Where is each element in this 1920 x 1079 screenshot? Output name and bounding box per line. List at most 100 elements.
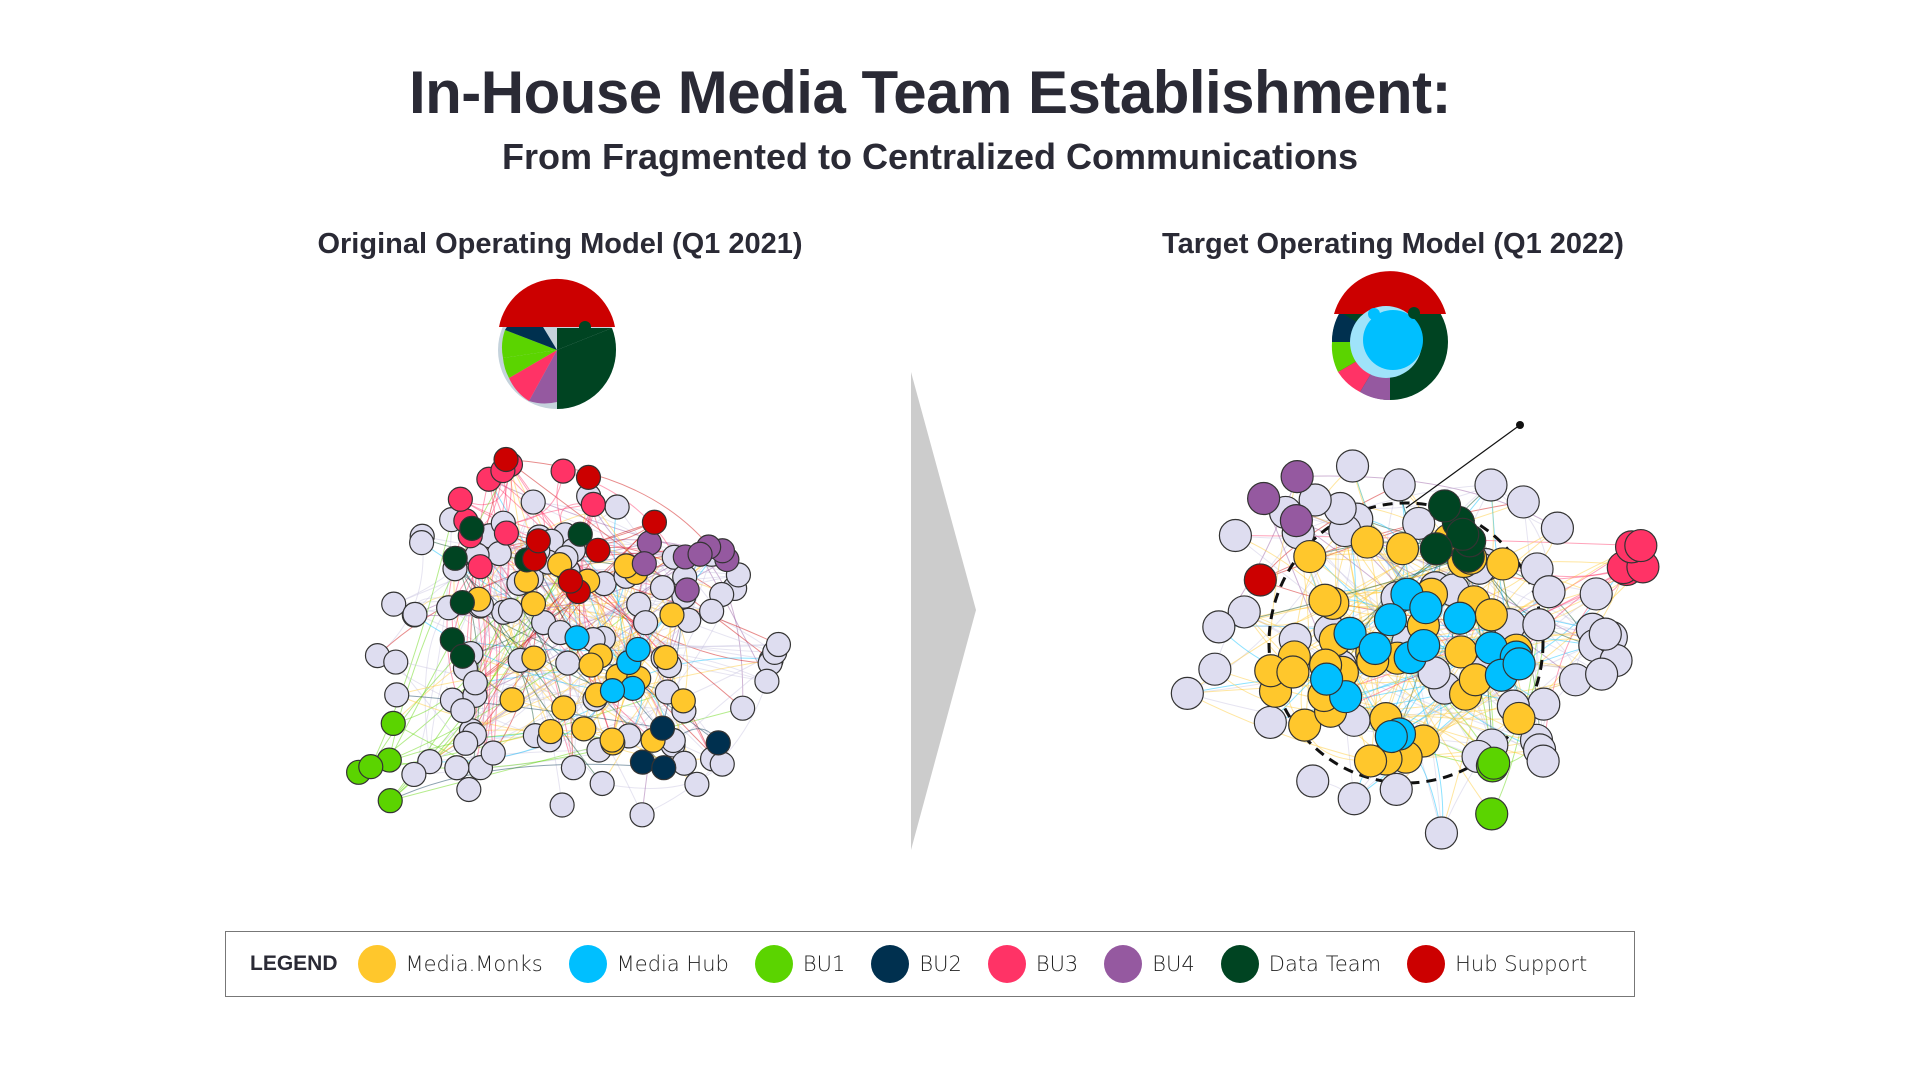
team-member-node — [625, 636, 651, 663]
team-member-node — [521, 645, 547, 671]
team-member-node — [671, 750, 697, 776]
team-member-node — [456, 776, 482, 803]
team-member-node — [1358, 631, 1392, 666]
team-member-node — [1506, 485, 1540, 519]
team-member-node — [550, 458, 576, 484]
team-member-node — [1227, 595, 1261, 629]
transition-arrow — [911, 372, 976, 850]
team-member-node — [1502, 701, 1536, 736]
team-member-node — [449, 643, 476, 669]
team-member-node — [674, 577, 700, 603]
team-member-node — [381, 591, 407, 617]
team-member-node — [709, 751, 735, 777]
team-member-node — [1443, 601, 1477, 635]
connection-edge — [1396, 657, 1493, 815]
legend-item-label: Media.Monks — [405, 952, 543, 976]
team-member-node — [651, 755, 677, 781]
legend-swatch — [1104, 945, 1143, 983]
connection-edge — [569, 581, 574, 768]
team-member-node — [653, 644, 679, 671]
legend-item: BU3 — [987, 945, 1078, 983]
connection-edge — [473, 622, 545, 735]
team-member-node — [1253, 705, 1287, 740]
legend-item-label: Media Hub — [616, 952, 729, 976]
team-member-node — [699, 598, 725, 624]
team-member-node — [1446, 517, 1480, 551]
team-member-node — [580, 491, 606, 517]
team-member-node — [571, 716, 597, 742]
legend: LEGEND Media.Monks Media Hub BU1 BU2 BU3 BU4 D… — [225, 931, 1635, 997]
team-member-node — [555, 650, 581, 676]
connection-edge — [470, 559, 728, 655]
team-member-node — [1353, 744, 1388, 778]
team-member-node — [1308, 583, 1342, 617]
legend-item: Media.Monks — [357, 945, 543, 983]
connection-edge — [390, 763, 664, 802]
connection-edge — [1344, 530, 1442, 834]
team-member-node — [1407, 628, 1441, 663]
legend-swatch — [1407, 945, 1446, 983]
team-member-node — [659, 602, 685, 628]
legend-swatch — [754, 945, 793, 983]
team-member-node — [1350, 525, 1384, 559]
connection-edge — [388, 553, 500, 761]
team-member-node — [520, 591, 547, 617]
team-member-node — [444, 755, 470, 781]
team-member-node — [1526, 744, 1560, 778]
team-member-node — [1532, 575, 1566, 609]
team-member-node — [1243, 563, 1277, 597]
team-member-node — [1374, 719, 1408, 754]
legend-item: BU4 — [1104, 945, 1195, 983]
team-member-node — [442, 545, 468, 571]
team-member-node — [402, 601, 428, 627]
team-member-node — [1170, 676, 1204, 710]
team-member-node — [629, 749, 656, 775]
team-member-node — [1474, 598, 1508, 632]
connection-edge — [628, 554, 713, 737]
team-member-node — [567, 521, 593, 547]
team-member-node — [1298, 483, 1332, 517]
team-member-node — [1335, 449, 1370, 483]
legend-item-label: Hub Support — [1455, 952, 1588, 976]
team-member-node — [1309, 662, 1344, 696]
team-member-node — [1337, 782, 1371, 816]
team-member-node — [557, 568, 584, 594]
team-member-node — [1522, 608, 1556, 642]
team-member-node — [447, 486, 473, 512]
team-member-node — [467, 554, 493, 580]
team-member-node — [1379, 772, 1413, 806]
team-member-node — [1409, 591, 1443, 625]
connection-edge — [578, 591, 771, 664]
team-member-node — [1296, 764, 1330, 798]
team-member-node — [1486, 547, 1520, 581]
team-member-node — [1419, 532, 1453, 566]
team-member-node — [670, 688, 696, 714]
team-member-node — [599, 727, 625, 753]
connection-edge — [390, 707, 743, 802]
team-member-node — [705, 730, 731, 756]
central-hub-boundary — [1267, 501, 1545, 785]
team-member-node — [641, 509, 668, 535]
legend-swatch — [568, 945, 607, 983]
team-member-node — [629, 802, 655, 828]
team-member-node — [730, 695, 756, 721]
legend-item-label: BU1 — [802, 952, 846, 976]
legend-item: Media Hub — [568, 945, 729, 983]
team-member-node — [633, 610, 659, 636]
connection-edge — [393, 603, 674, 741]
left-composition-pie — [498, 278, 617, 409]
team-member-node — [384, 682, 410, 708]
team-member-node — [453, 730, 479, 756]
team-member-node — [1502, 647, 1536, 681]
team-member-node — [1585, 657, 1619, 691]
page-subtitle: From Fragmented to Centralized Communica… — [501, 136, 1359, 177]
team-member-node — [1475, 797, 1509, 831]
team-member-node — [493, 446, 519, 473]
team-member-node — [520, 489, 546, 515]
team-member-node — [1288, 708, 1322, 742]
connection-edge — [393, 612, 505, 724]
team-member-node — [401, 761, 427, 788]
team-member-node — [585, 537, 611, 563]
team-member-node — [1218, 518, 1253, 553]
